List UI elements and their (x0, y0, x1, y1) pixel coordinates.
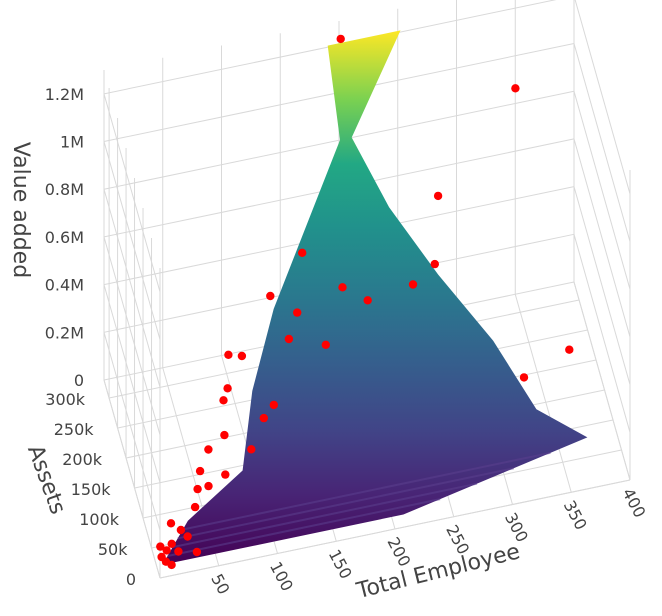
x-tick-label: 100 (266, 558, 297, 594)
data-point (284, 334, 294, 344)
z-tick-label: 0.2M (45, 323, 84, 342)
data-point (519, 373, 529, 382)
data-point (266, 291, 275, 301)
y-tick-label: 200k (62, 450, 103, 469)
data-point (166, 519, 176, 528)
z-tick-label: 0.4M (45, 276, 84, 295)
grid-line (574, 0, 631, 194)
data-point (511, 84, 520, 93)
data-point (237, 351, 247, 361)
data-point (259, 413, 268, 423)
x-tick-label: 200 (383, 534, 414, 570)
surface-ripple (167, 498, 441, 557)
data-point (190, 502, 200, 512)
x-tick-label: 150 (325, 546, 356, 582)
data-point (221, 470, 230, 479)
data-point (176, 525, 186, 535)
grid-line (103, 236, 161, 436)
grid-line (573, 43, 631, 242)
y-tick-label: 100k (79, 510, 120, 529)
data-point (183, 532, 192, 541)
y-tick-label: 250k (54, 420, 95, 439)
grid-line (103, 90, 575, 190)
data-point (195, 466, 205, 476)
data-point (336, 34, 345, 44)
data-point (219, 396, 228, 405)
grid-line (103, 332, 161, 531)
data-point (192, 547, 202, 557)
data-point (430, 259, 439, 269)
data-point (408, 280, 418, 289)
data-point (193, 484, 202, 494)
data-point (269, 400, 278, 410)
grid-line (103, 189, 161, 388)
data-point (321, 340, 330, 349)
grid-line (573, 91, 631, 290)
data-point (204, 481, 213, 491)
surface-ripple (182, 451, 551, 531)
data-point (167, 560, 176, 570)
surface-body (162, 30, 588, 565)
grid-line (573, 186, 631, 385)
data-point (433, 191, 443, 201)
data-point (223, 384, 232, 393)
grid-line (573, 138, 631, 338)
data-point (338, 283, 347, 292)
data-point (204, 445, 213, 454)
x-axis-title: Total Employee (353, 539, 522, 604)
z-tick-label: 1.2M (45, 85, 84, 104)
grid-line (573, 281, 631, 481)
data-point (167, 539, 176, 548)
z-tick-label: 0.8M (45, 180, 84, 199)
scatter-points (156, 34, 574, 570)
y-tick-label: 50k (98, 540, 128, 559)
surface-ripple (177, 467, 514, 540)
y-tick-label: 0 (126, 570, 136, 589)
z-tick-label: 0.6M (45, 228, 84, 247)
grid-line (573, 234, 631, 433)
data-point (156, 542, 165, 551)
y-tick-label: 300k (45, 390, 86, 409)
data-point (293, 308, 302, 317)
grid-line (159, 479, 631, 579)
z-tick-label: 1M (60, 133, 84, 152)
surface (162, 30, 588, 565)
grid-line (103, 141, 161, 340)
data-point (162, 546, 171, 555)
x-tick-label: 50 (207, 571, 233, 598)
data-point (224, 350, 233, 359)
data-point (174, 547, 183, 556)
surface-ripple (172, 482, 478, 549)
x-tick-label: 400 (618, 485, 649, 521)
grid-line (103, 379, 161, 579)
grid-line (103, 284, 161, 483)
data-point (298, 248, 307, 257)
x-tick-label: 350 (560, 497, 591, 533)
grid-line (103, 93, 161, 292)
data-point (565, 345, 574, 354)
data-point (363, 296, 372, 305)
grid-line (514, 294, 572, 493)
y-tick-label: 150k (71, 480, 112, 499)
data-point (220, 430, 229, 440)
z-axis-title: Value added (8, 142, 33, 278)
data-point (247, 445, 256, 454)
z-tick-label: 0 (74, 371, 84, 390)
